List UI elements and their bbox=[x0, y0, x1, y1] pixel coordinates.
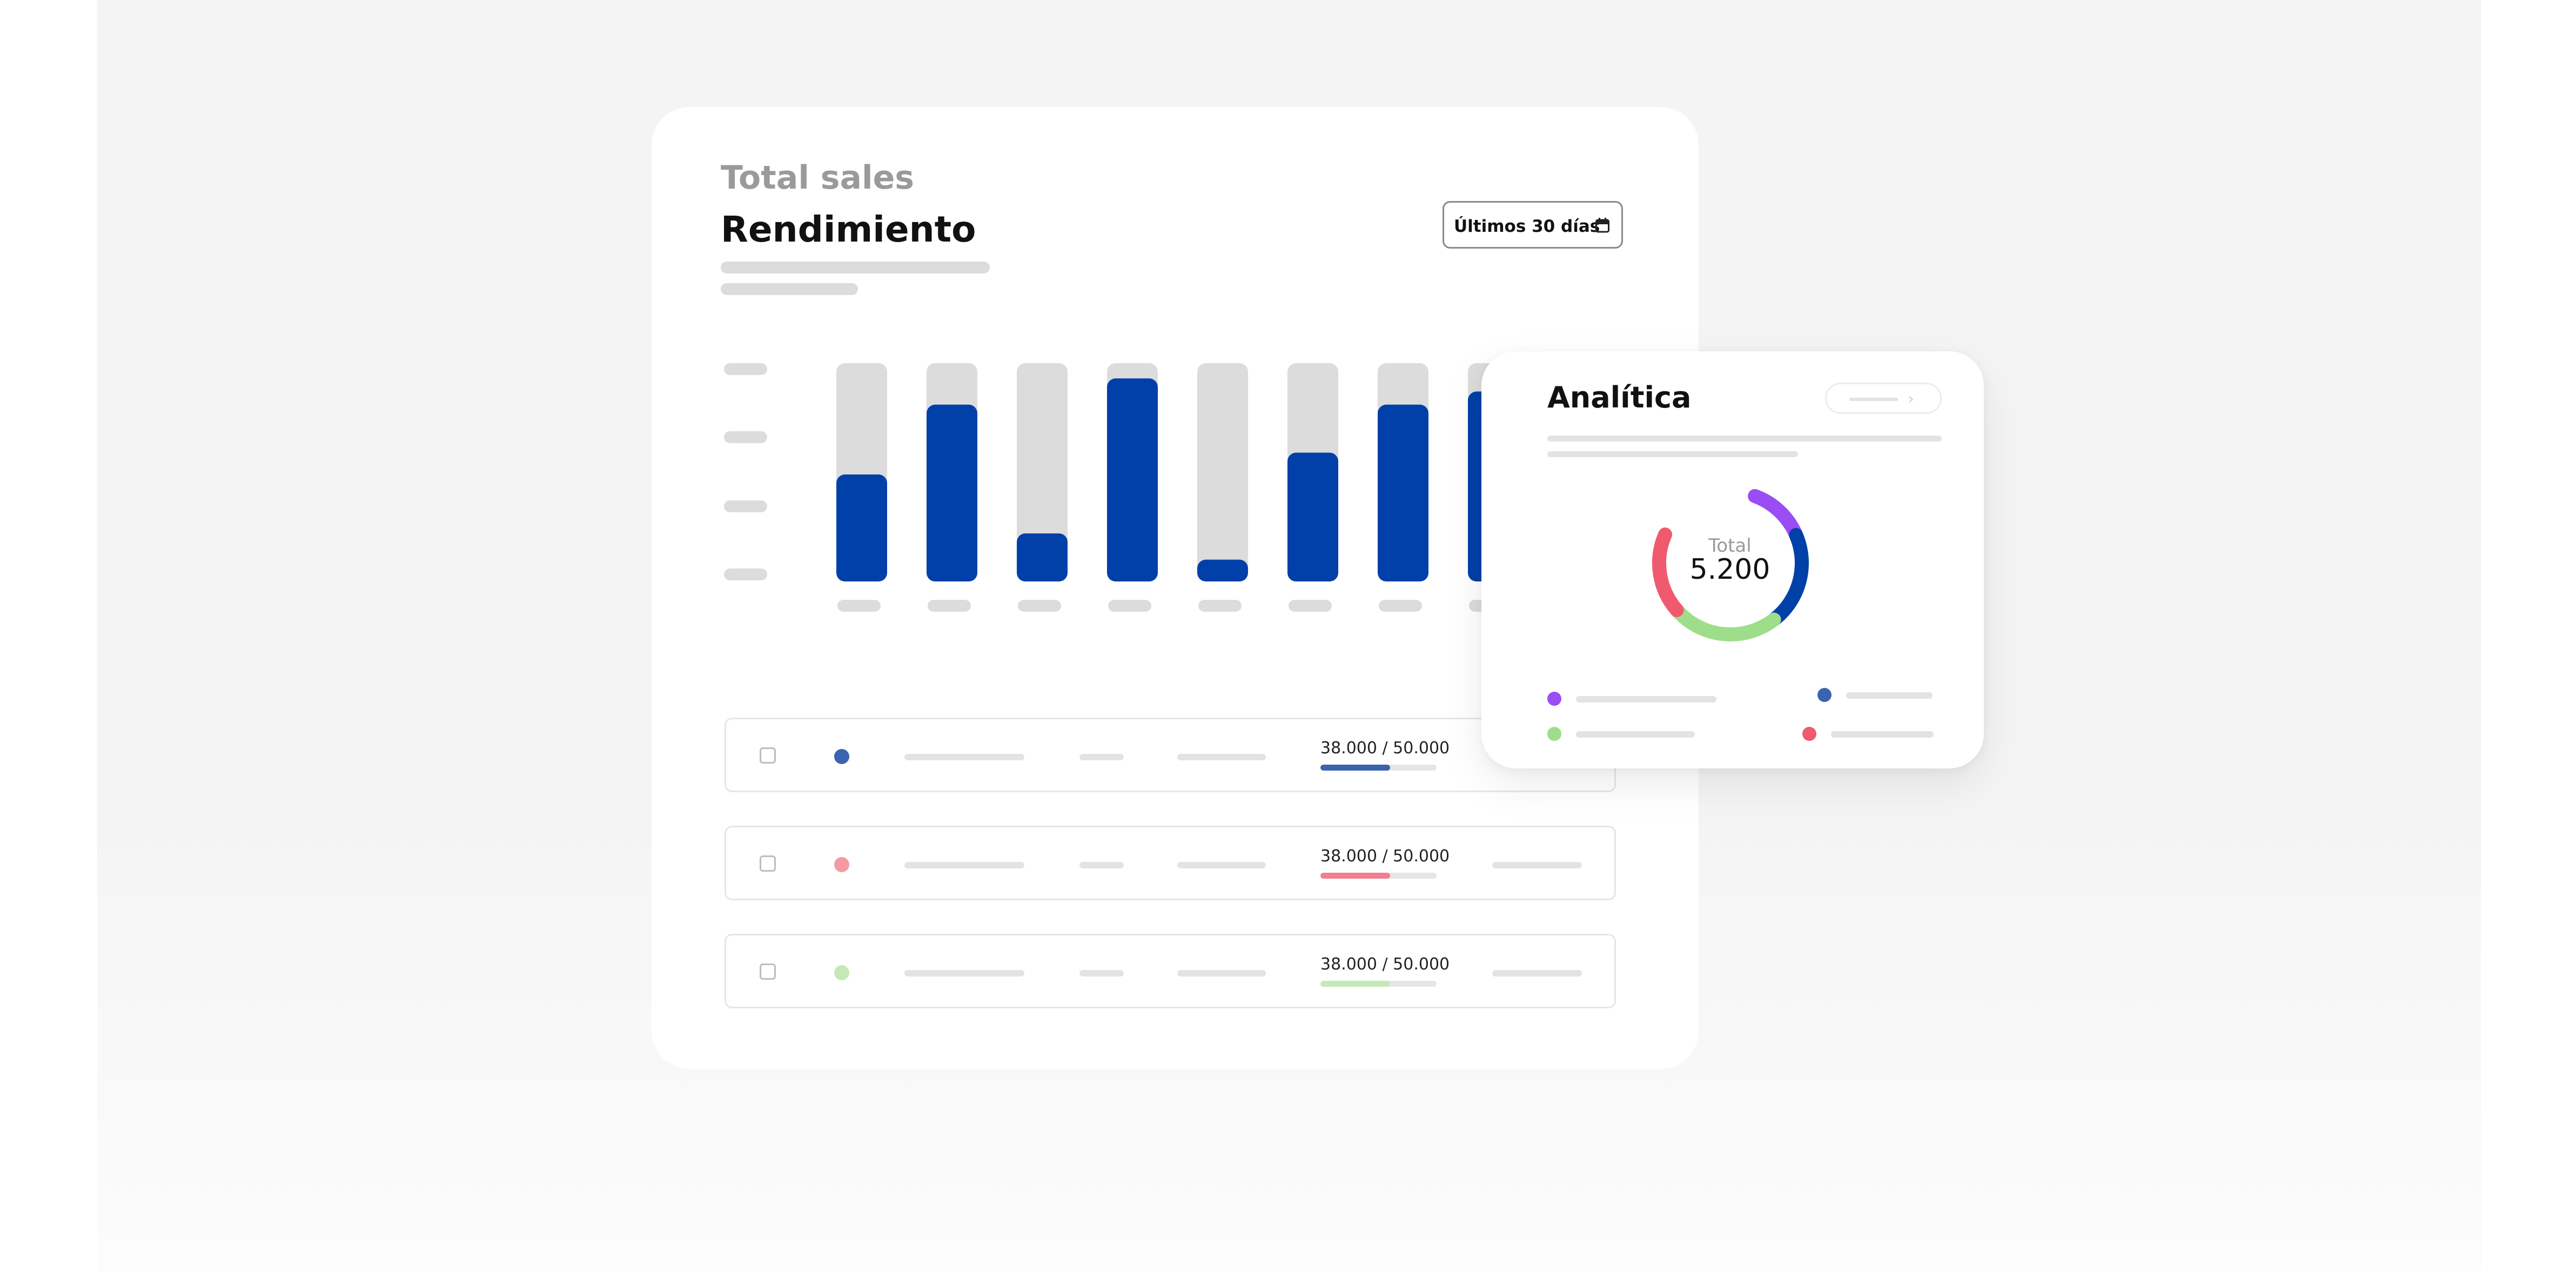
table-row[interactable]: 38.000 / 50.000 bbox=[725, 718, 1616, 792]
x-tick-placeholder bbox=[837, 600, 881, 612]
row-amount: 38.000 / 50.000 bbox=[1320, 955, 1450, 974]
bar-track bbox=[1197, 363, 1248, 581]
row-progress-fill bbox=[1320, 765, 1390, 771]
y-tick-placeholder bbox=[724, 431, 767, 443]
button-placeholder-line bbox=[1849, 398, 1898, 401]
row-placeholder bbox=[1079, 862, 1124, 868]
bar bbox=[1107, 378, 1158, 581]
analytics-more-button[interactable]: › bbox=[1825, 383, 1942, 414]
legend-label-placeholder bbox=[1576, 731, 1695, 738]
analytics-desc-placeholder-2 bbox=[1547, 451, 1798, 457]
bar bbox=[1287, 452, 1338, 581]
legend-label-placeholder bbox=[1846, 692, 1933, 699]
row-checkbox[interactable] bbox=[760, 964, 776, 980]
y-tick-placeholder bbox=[724, 568, 767, 580]
card-subtitle: Total sales bbox=[721, 159, 914, 197]
y-tick-placeholder bbox=[724, 500, 767, 512]
row-progress-fill bbox=[1320, 981, 1390, 987]
row-placeholder bbox=[904, 754, 1024, 760]
row-placeholder bbox=[904, 970, 1024, 976]
row-checkbox[interactable] bbox=[760, 855, 776, 872]
x-tick-placeholder bbox=[1018, 600, 1061, 612]
donut-total-value: 5.200 bbox=[1689, 553, 1770, 586]
legend-label-placeholder bbox=[1576, 696, 1716, 703]
donut-chart bbox=[1652, 489, 1809, 641]
y-tick-placeholder bbox=[724, 363, 767, 375]
donut-segment bbox=[1748, 489, 1803, 542]
card-title: Rendimiento bbox=[721, 209, 976, 250]
row-placeholder bbox=[1079, 970, 1124, 976]
x-tick-placeholder bbox=[1289, 600, 1332, 612]
donut-total-label: Total bbox=[1708, 535, 1752, 557]
row-placeholder bbox=[1177, 862, 1266, 868]
bar bbox=[836, 474, 887, 581]
description-placeholder-1 bbox=[721, 262, 990, 273]
bar bbox=[1378, 404, 1428, 581]
bar bbox=[1017, 533, 1068, 581]
bar-track bbox=[1017, 363, 1068, 581]
chevron-right-icon: › bbox=[1908, 390, 1914, 409]
row-status-dot bbox=[834, 749, 849, 764]
legend-dot-green bbox=[1547, 727, 1561, 741]
legend-label-placeholder bbox=[1831, 731, 1934, 738]
row-placeholder bbox=[904, 862, 1024, 868]
x-tick-placeholder bbox=[1108, 600, 1151, 612]
analytics-title: Analítica bbox=[1547, 380, 1692, 414]
row-checkbox[interactable] bbox=[760, 747, 776, 764]
row-amount: 38.000 / 50.000 bbox=[1320, 739, 1450, 758]
row-placeholder bbox=[1492, 970, 1582, 976]
bar bbox=[927, 404, 977, 581]
x-tick-placeholder bbox=[1198, 600, 1242, 612]
table-row[interactable]: 38.000 / 50.000 bbox=[725, 934, 1616, 1008]
row-progress-fill bbox=[1320, 873, 1390, 879]
row-placeholder bbox=[1177, 970, 1266, 976]
x-tick-placeholder bbox=[928, 600, 971, 612]
donut-segment bbox=[1652, 527, 1684, 617]
x-tick-placeholder bbox=[1379, 600, 1422, 612]
donut-segment bbox=[1669, 603, 1781, 641]
date-range-label: Últimos 30 días bbox=[1454, 217, 1600, 236]
row-placeholder bbox=[1079, 754, 1124, 760]
legend-dot-purple bbox=[1547, 692, 1561, 706]
date-range-button[interactable]: Últimos 30 días bbox=[1443, 201, 1623, 249]
analytics-desc-placeholder-1 bbox=[1547, 436, 1942, 441]
analytics-card: Analítica › Total 5.200 bbox=[1481, 351, 1984, 768]
bar bbox=[1197, 559, 1248, 581]
donut-segment bbox=[1767, 528, 1809, 627]
legend-dot-blue bbox=[1817, 688, 1832, 702]
row-amount: 38.000 / 50.000 bbox=[1320, 847, 1450, 866]
legend-dot-red bbox=[1802, 727, 1816, 741]
row-progress-track bbox=[1320, 981, 1437, 987]
description-placeholder-2 bbox=[721, 283, 858, 295]
table-row[interactable]: 38.000 / 50.000 bbox=[725, 826, 1616, 900]
row-placeholder bbox=[1492, 862, 1582, 868]
row-status-dot bbox=[834, 857, 849, 872]
row-progress-track bbox=[1320, 873, 1437, 879]
row-placeholder bbox=[1177, 754, 1266, 760]
row-progress-track bbox=[1320, 765, 1437, 771]
row-status-dot bbox=[834, 965, 849, 980]
calendar-icon bbox=[1595, 218, 1609, 233]
